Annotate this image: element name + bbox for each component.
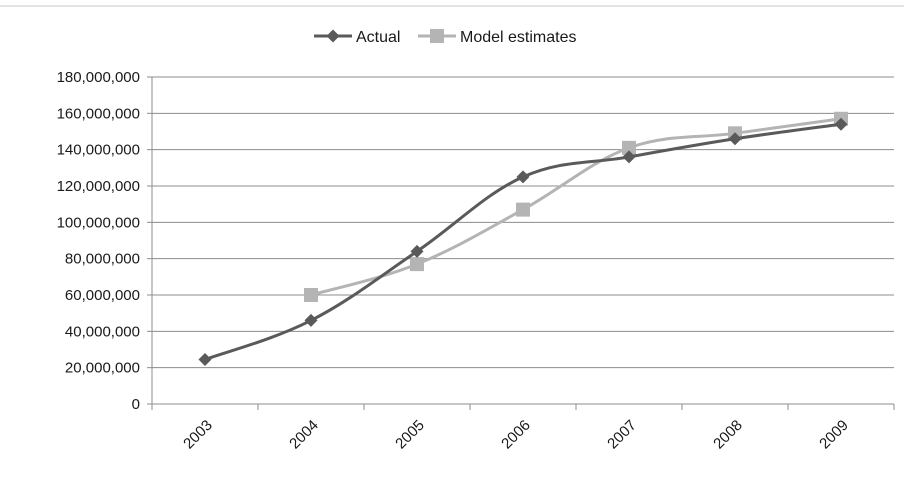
axes	[147, 76, 895, 410]
data-point	[304, 288, 318, 302]
series-actual	[198, 117, 848, 366]
legend-item: Model estimates	[418, 29, 577, 46]
x-tick-label: 2004	[286, 417, 322, 453]
x-tick-label: 2006	[498, 417, 534, 453]
legend-marker	[430, 29, 444, 43]
data-point	[304, 313, 318, 327]
data-point	[622, 150, 636, 164]
data-point	[516, 170, 530, 184]
gridlines	[152, 76, 894, 369]
data-point	[410, 244, 424, 258]
data-point	[834, 117, 848, 131]
y-tick-label: 160,000,000	[57, 105, 140, 122]
data-point	[622, 140, 636, 155]
legend-marker	[326, 29, 340, 43]
y-tick-label: 140,000,000	[57, 142, 140, 159]
y-tick-label: 0	[132, 396, 140, 413]
x-tick-label: 2007	[604, 417, 640, 453]
y-tick-label: 60,000,000	[65, 287, 140, 304]
data-point	[198, 352, 212, 366]
x-tick-label: 2005	[392, 417, 428, 453]
y-tick-label: 180,000,000	[57, 69, 140, 86]
series-line	[204, 122, 842, 361]
y-tick-label: 120,000,000	[57, 178, 140, 195]
x-tick-label: 2009	[816, 417, 852, 453]
data-point	[728, 132, 742, 146]
x-axis-tick-labels: 2003 2004 2005 2006 2007 2008 2009	[180, 417, 852, 453]
y-tick-label: 20,000,000	[65, 360, 140, 377]
legend-item: Actual	[314, 29, 400, 46]
y-tick-label: 100,000,000	[57, 214, 140, 231]
x-tick-label: 2008	[710, 417, 746, 453]
x-tick-label: 2003	[180, 417, 216, 453]
series-group	[198, 111, 848, 366]
series-line	[310, 117, 842, 297]
y-tick-label: 80,000,000	[65, 251, 140, 268]
data-point	[516, 202, 530, 217]
y-tick-label: 40,000,000	[65, 323, 140, 340]
legend: Actual Model estimates	[314, 29, 577, 46]
legend-label: Actual	[356, 29, 400, 46]
data-point	[410, 257, 424, 272]
legend-label: Model estimates	[460, 29, 577, 46]
y-axis-tick-labels: 0 20,000,000 40,000,000 60,000,000 80,000,00…	[57, 69, 140, 413]
